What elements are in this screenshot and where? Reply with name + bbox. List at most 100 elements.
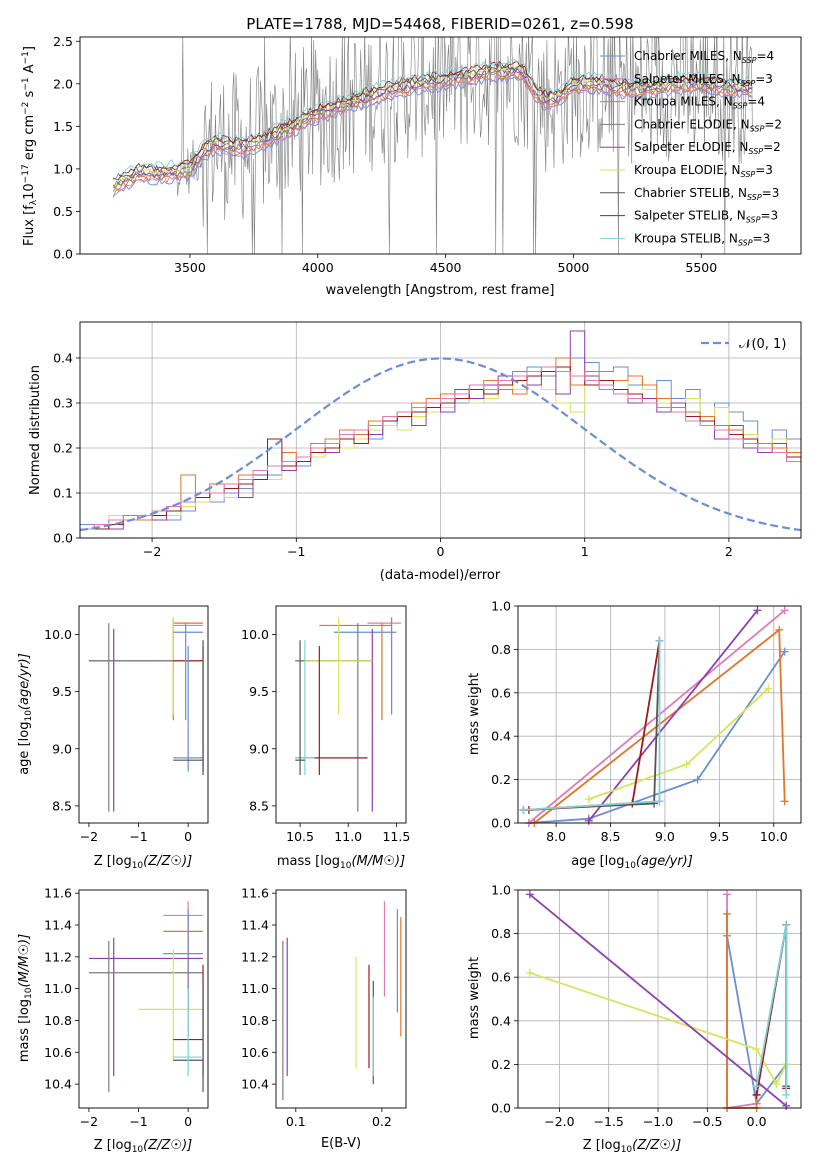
mass-weight-vs-age-xtick-label-0: 8.0 bbox=[546, 829, 566, 844]
spectrum-xtick-label-2: 4500 bbox=[430, 260, 462, 275]
mass-vs-metallicity-xlabel: Z [log10(Z/Z☉)] bbox=[94, 1138, 192, 1155]
mass-vs-metallicity-errorbar-4 bbox=[88, 940, 204, 1093]
spectrum-legend-label-2: Kroupa MILES, NSSP=4 bbox=[634, 95, 765, 111]
residuals-xtick-label-3: 1 bbox=[581, 544, 589, 559]
mass-weight-vs-age-xlabel: age [log10(age/yr)] bbox=[571, 854, 693, 871]
mass-weight-vs-age-marker-1-1 bbox=[780, 606, 789, 615]
age-vs-metallicity-panel: −2 −1 0 8.5 9.0 9.5 10.0 Z [log10(Z/Z☉)] age [… bbox=[17, 605, 209, 871]
age-vs-mass-errorbar-2 bbox=[333, 617, 397, 715]
mass-weight-vs-age-marker-5-0 bbox=[584, 795, 593, 804]
mass-weight-vs-age-ytick-label-2: 0.4 bbox=[491, 729, 511, 744]
figure-title: PLATE=1788, MJD=54468, FIBERID=0261, z=0… bbox=[246, 15, 633, 33]
age-vs-metallicity-frame bbox=[78, 605, 209, 824]
residuals-xtick-label-2: 0 bbox=[437, 544, 445, 559]
mass-vs-metallicity-panel: −2 −1 0 10.4 10.6 10.8 11.0 11.2 11.4 11.6 Z [log… bbox=[17, 886, 209, 1155]
spectrum-model-line-1 bbox=[112, 73, 753, 197]
mass-vs-ebv-ytick-label-1: 10.6 bbox=[241, 1045, 269, 1060]
age-vs-metallicity-errorbar-8 bbox=[173, 623, 204, 721]
age-vs-mass-xtick-label-2: 11.5 bbox=[382, 829, 410, 844]
mass-weight-vs-metallicity-marker-7-0 bbox=[752, 1082, 761, 1091]
mass-vs-metallicity-ytick-label-5: 11.4 bbox=[44, 918, 72, 933]
mass-weight-vs-age-marker-5-1 bbox=[682, 760, 691, 769]
age-vs-metallicity-errorbar-7 bbox=[173, 640, 204, 776]
mass-weight-vs-metallicity-xtick-label-1: −1.5 bbox=[594, 1114, 624, 1129]
age-vs-mass-plot-area: 10.5 11.0 11.5 8.5 9.0 9.5 10.0 bbox=[241, 605, 410, 844]
age-vs-metallicity-ytick-label-0: 8.5 bbox=[52, 798, 72, 813]
mass-vs-ebv-xtick-label-0: 0.1 bbox=[286, 1114, 306, 1129]
mass-weight-vs-age-line-4 bbox=[588, 609, 759, 822]
spectrum-panel: 3500 4000 4500 5000 5500 0.0 0.5 1.0 1.5 2.0 2.5 Ch… bbox=[21, 34, 802, 298]
spectrum-curves bbox=[112, 37, 753, 254]
mass-weight-vs-metallicity-ytick-label-0: 0.0 bbox=[491, 1101, 511, 1116]
mass-weight-vs-metallicity-marker-4-1 bbox=[782, 1101, 791, 1110]
mass-vs-metallicity-errorbar-3 bbox=[88, 937, 204, 1077]
mass-weight-vs-age-marker-4-0 bbox=[584, 816, 593, 825]
spectrum-ytick-label-3: 1.5 bbox=[53, 119, 73, 134]
mass-vs-metallicity-ytick-label-3: 11.0 bbox=[44, 981, 72, 996]
age-vs-mass-errorbar-7 bbox=[295, 640, 315, 776]
age-vs-mass-frame bbox=[275, 605, 407, 824]
mass-weight-vs-age-ytick-label-5: 1.0 bbox=[491, 599, 511, 614]
mass-weight-vs-metallicity-marker-4-0 bbox=[525, 890, 534, 899]
age-vs-mass-errorbar-8 bbox=[295, 640, 305, 776]
mass-weight-vs-metallicity-marker-7-2 bbox=[782, 1090, 791, 1099]
mass-vs-ebv-ytick-label-4: 11.2 bbox=[241, 949, 269, 964]
mass-weight-vs-metallicity-ytick-label-2: 0.4 bbox=[491, 1013, 511, 1028]
residuals-xtick-label-0: −2 bbox=[143, 544, 161, 559]
mass-weight-vs-age-panel: 8.0 8.5 9.0 9.5 10.0 0.0 0.2 0.4 0.6 0.8 1.0 age [… bbox=[467, 599, 802, 871]
mass-vs-metallicity-ylabel: mass [log10(M/M☉)] bbox=[17, 934, 34, 1062]
residuals-ytick-label-3: 0.3 bbox=[53, 396, 73, 411]
mass-vs-metallicity-errorbars bbox=[88, 901, 204, 1093]
spectrum-xtick-label-1: 4000 bbox=[302, 260, 334, 275]
mass-weight-vs-metallicity-marker-6-0 bbox=[752, 1090, 761, 1099]
spectrum-legend-label-3: Chabrier ELODIE, NSSP=2 bbox=[634, 117, 782, 133]
mass-vs-ebv-frame bbox=[275, 889, 407, 1109]
residuals-histogram-5 bbox=[80, 366, 801, 530]
spectrum-legend: Chabrier MILES, NSSP=4 Salpeter MILES, NS… bbox=[600, 49, 782, 247]
spectrum-model-line-7 bbox=[113, 60, 753, 180]
age-vs-metallicity-ytick-label-3: 10.0 bbox=[44, 627, 72, 642]
age-vs-mass-panel: 10.5 11.0 11.5 8.5 9.0 9.5 10.0 mass [log10(M/… bbox=[241, 605, 410, 871]
spectrum-model-line-8 bbox=[113, 58, 753, 180]
age-vs-mass-xtick-label-1: 11.0 bbox=[334, 829, 362, 844]
spectrum-plot-area: 3500 4000 4500 5000 5500 0.0 0.5 1.0 1.5 2.0 2.5 Ch… bbox=[53, 34, 802, 275]
mass-weight-vs-metallicity-xtick-label-2: −1.0 bbox=[643, 1114, 673, 1129]
mass-weight-vs-age-ytick-label-3: 0.6 bbox=[491, 685, 511, 700]
spectrum-model-line-4 bbox=[112, 66, 753, 187]
mass-weight-vs-age-xtick-label-4: 10.0 bbox=[760, 829, 788, 844]
mass-weight-vs-metallicity-frame bbox=[517, 889, 802, 1109]
mass-weight-vs-metallicity-series bbox=[525, 890, 791, 1112]
residuals-xlabel: (data-model)/error bbox=[380, 568, 501, 583]
spectrum-xtick-label-3: 5000 bbox=[558, 260, 590, 275]
mass-weight-vs-age-ytick-label-4: 0.8 bbox=[491, 642, 511, 657]
spectrum-ylabel: Flux [fλ10−17 erg cm−2 s−1 A−1] bbox=[21, 46, 39, 246]
mass-vs-ebv-ytick-label-5: 11.4 bbox=[241, 918, 269, 933]
mass-weight-vs-age-marker-8-1 bbox=[655, 797, 664, 806]
mass-vs-metallicity-ytick-label-0: 10.4 bbox=[44, 1077, 72, 1092]
age-vs-mass-errorbar-5 bbox=[304, 617, 373, 715]
mass-weight-vs-age-xtick-label-2: 9.0 bbox=[655, 829, 675, 844]
mass-vs-ebv-xtick-label-1: 0.2 bbox=[372, 1114, 392, 1129]
mass-weight-vs-metallicity-marker-3-2 bbox=[772, 1080, 781, 1089]
mass-vs-metallicity-xtick-label-2: 0 bbox=[184, 1114, 192, 1129]
mass-weight-vs-metallicity-marker-3-0 bbox=[525, 968, 534, 977]
mass-vs-ebv-ytick-label-2: 10.8 bbox=[241, 1013, 269, 1028]
mass-vs-ebv-ytick-label-6: 11.6 bbox=[241, 886, 269, 901]
mass-weight-vs-age-line-0 bbox=[528, 651, 786, 824]
mass-vs-ebv-panel: 0.1 0.2 10.4 10.6 10.8 11.0 11.2 11.4 11.6 E(B-V… bbox=[241, 886, 407, 1151]
mass-vs-metallicity-xtick-label-0: −2 bbox=[80, 1114, 98, 1129]
spectrum-frame bbox=[79, 36, 802, 255]
mass-vs-metallicity-ytick-label-6: 11.6 bbox=[44, 886, 72, 901]
mass-vs-metallicity-errorbar-8 bbox=[173, 988, 204, 1077]
mass-weight-vs-age-ytick-label-1: 0.2 bbox=[491, 772, 511, 787]
age-vs-mass-ytick-label-3: 10.0 bbox=[241, 627, 269, 642]
mass-weight-vs-metallicity-ytick-label-4: 0.8 bbox=[491, 926, 511, 941]
spectrum-ytick-label-4: 2.0 bbox=[53, 76, 73, 91]
mass-vs-metallicity-errorbar-5 bbox=[138, 948, 204, 1061]
mass-weight-vs-age-marker-5-2 bbox=[764, 684, 773, 693]
spectrum-legend-label-6: Chabrier STELIB, NSSP=3 bbox=[634, 186, 779, 202]
residuals-ytick-label-2: 0.2 bbox=[53, 441, 73, 456]
residuals-xtick-label-4: 2 bbox=[725, 544, 733, 559]
mass-weight-vs-metallicity-ytick-label-1: 0.2 bbox=[491, 1057, 511, 1072]
spectrum-ytick-label-0: 0.0 bbox=[53, 247, 73, 262]
